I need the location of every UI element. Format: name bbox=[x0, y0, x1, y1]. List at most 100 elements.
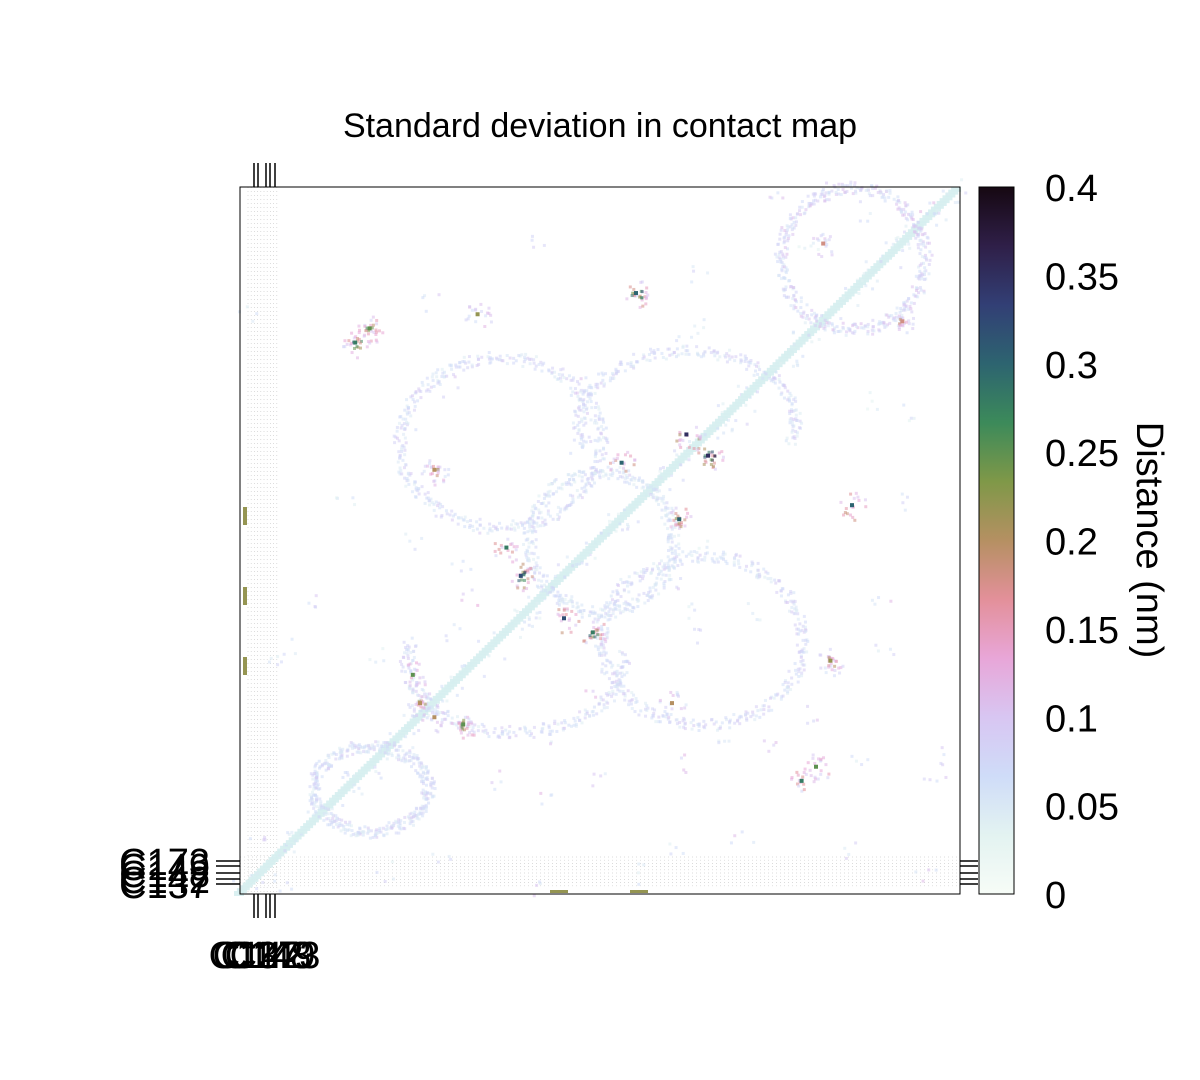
heatmap-cell bbox=[632, 463, 636, 467]
heatmap-cell bbox=[807, 317, 811, 321]
heatmap-cell bbox=[603, 436, 607, 440]
heatmap-cell bbox=[817, 337, 821, 341]
heatmap-cell bbox=[404, 646, 408, 650]
heatmap-cell bbox=[450, 721, 454, 725]
heatmap-cell bbox=[620, 675, 624, 679]
diagonal-cell bbox=[668, 463, 679, 469]
heatmap-cell bbox=[602, 382, 606, 386]
heatmap-cell bbox=[631, 475, 635, 479]
heatmap-cell bbox=[541, 520, 545, 524]
heatmap-cell bbox=[577, 469, 581, 473]
heatmap-cell bbox=[853, 518, 857, 522]
heatmap-cell bbox=[334, 817, 338, 821]
heatmap-cell bbox=[376, 740, 380, 744]
heatmap-cell bbox=[466, 366, 470, 370]
heatmap-cell bbox=[313, 782, 317, 786]
heatmap-cell bbox=[795, 627, 799, 631]
heatmap-cell bbox=[749, 361, 753, 365]
heatmap-cell bbox=[783, 384, 787, 388]
heatmap-cell bbox=[314, 776, 318, 780]
heatmap-cell bbox=[607, 477, 611, 481]
colorbar-tick-label: 0.4 bbox=[1045, 168, 1098, 210]
heatmap-cell bbox=[749, 358, 753, 362]
diagonal-cell bbox=[329, 797, 340, 803]
heatmap-cell bbox=[897, 328, 901, 332]
heatmap-cell bbox=[499, 780, 503, 784]
heatmap-cell bbox=[461, 736, 465, 740]
heatmap-cell bbox=[904, 224, 908, 228]
heatmap-cell bbox=[618, 362, 622, 366]
heatmap-cell bbox=[912, 416, 916, 420]
heatmap-cell bbox=[711, 454, 715, 458]
heatmap-cell bbox=[523, 725, 527, 729]
heatmap-cell bbox=[803, 767, 807, 771]
heatmap-cell bbox=[864, 505, 868, 509]
heatmap-cell bbox=[866, 188, 870, 192]
heatmap-cell bbox=[546, 512, 550, 516]
heatmap-cell bbox=[870, 399, 874, 403]
heatmap-cell bbox=[764, 372, 768, 376]
heatmap-cell bbox=[896, 235, 900, 239]
heatmap-cell bbox=[549, 740, 553, 744]
heatmap-cell bbox=[920, 277, 924, 281]
heatmap-cell bbox=[916, 243, 920, 247]
diagonal-cell bbox=[732, 401, 743, 407]
heatmap-cell bbox=[895, 306, 899, 310]
heatmap-cell bbox=[677, 546, 681, 550]
heatmap-cell bbox=[630, 691, 634, 695]
heatmap-cell bbox=[353, 743, 357, 747]
heatmap-cell bbox=[609, 686, 613, 690]
heatmap-cell bbox=[627, 703, 631, 707]
heatmap-cell bbox=[453, 512, 457, 516]
heatmap-cell bbox=[722, 550, 726, 554]
heatmap-cell bbox=[581, 392, 585, 396]
heatmap-cell bbox=[408, 759, 412, 763]
heatmap-cell bbox=[504, 728, 508, 732]
heatmap-cell bbox=[923, 266, 927, 270]
heatmap-cell bbox=[862, 272, 866, 276]
diagonal-cell bbox=[556, 574, 567, 580]
heatmap-cell bbox=[918, 286, 922, 290]
heatmap-cell bbox=[396, 753, 400, 757]
heatmap-cell bbox=[773, 381, 777, 385]
heatmap-cell bbox=[883, 196, 887, 200]
heatmap-cell bbox=[385, 745, 389, 749]
diagonal-cell bbox=[761, 373, 772, 379]
heatmap-cell bbox=[422, 796, 426, 800]
heatmap-cell bbox=[459, 731, 463, 735]
heatmap-cell bbox=[902, 306, 906, 310]
heatmap-cell bbox=[809, 321, 813, 325]
heatmap-cell bbox=[457, 722, 461, 726]
heatmap-cell bbox=[402, 422, 406, 426]
heatmap-cell bbox=[521, 570, 525, 574]
heatmap-cell bbox=[373, 765, 377, 769]
heatmap-cell bbox=[623, 698, 627, 702]
heatmap-cell bbox=[348, 820, 352, 824]
heatmap-cell bbox=[658, 700, 662, 704]
heatmap-cell bbox=[681, 719, 685, 723]
heatmap-cell bbox=[801, 650, 805, 654]
heatmap-cell bbox=[610, 474, 614, 478]
heatmap-cell bbox=[352, 783, 356, 787]
heatmap-cell bbox=[563, 506, 567, 510]
heatmap-cell bbox=[674, 506, 678, 510]
heatmap-cell bbox=[697, 451, 701, 455]
heatmap-cell bbox=[454, 363, 458, 367]
heatmap-cell bbox=[315, 805, 319, 809]
heatmap-cell bbox=[790, 223, 794, 227]
heatmap-cell bbox=[621, 581, 625, 585]
heatmap-cell bbox=[547, 724, 551, 728]
diagonal-cell bbox=[524, 605, 535, 611]
heatmap-cell bbox=[702, 354, 706, 358]
heatmap-cell bbox=[423, 680, 427, 684]
heatmap-cell bbox=[784, 230, 788, 234]
heatmap-cell bbox=[414, 488, 418, 492]
heatmap-cell bbox=[812, 780, 816, 784]
heatmap-cell bbox=[616, 584, 620, 588]
heatmap-cell bbox=[582, 402, 586, 406]
heatmap-cell bbox=[404, 484, 408, 488]
heatmap-cell bbox=[574, 413, 578, 417]
heatmap-cell bbox=[607, 513, 611, 517]
heatmap-cell bbox=[418, 810, 422, 814]
heatmap-cell bbox=[535, 601, 539, 605]
